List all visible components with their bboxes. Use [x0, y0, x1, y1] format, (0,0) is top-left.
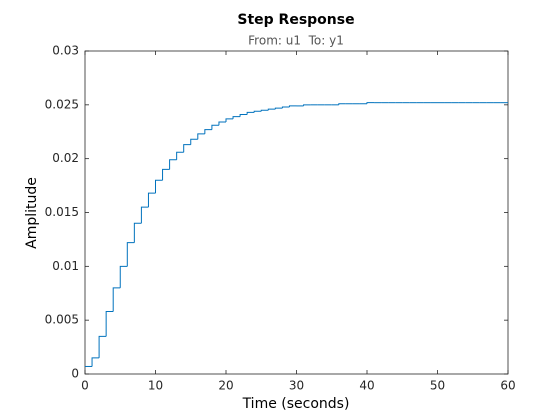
step — [274, 107, 283, 110]
step — [155, 179, 163, 194]
step — [303, 104, 311, 106]
y-tick-label: 0.01 — [52, 259, 79, 273]
step — [267, 108, 276, 111]
x-tick-label: 60 — [500, 379, 515, 393]
y-tick-label: 0.025 — [45, 97, 79, 111]
step — [119, 265, 128, 288]
step — [112, 287, 121, 312]
step — [288, 105, 297, 107]
step — [126, 242, 135, 267]
step — [281, 106, 290, 109]
step — [190, 138, 198, 145]
x-tick-label: 10 — [148, 379, 163, 393]
step — [176, 151, 184, 160]
step — [225, 118, 234, 123]
step — [204, 129, 212, 134]
step — [98, 335, 107, 358]
step — [366, 102, 375, 104]
step — [197, 133, 205, 140]
step — [147, 192, 156, 208]
axes-box — [84, 50, 509, 375]
x-tick-label: 50 — [430, 379, 445, 393]
chart-subtitle: From: u1 To: y1 — [248, 34, 344, 48]
step — [232, 116, 241, 119]
y-tick-label: 0.03 — [52, 44, 79, 58]
step — [239, 114, 248, 117]
step — [140, 206, 149, 224]
x-tick-label: 30 — [289, 379, 304, 393]
y-tick-label: 0.015 — [45, 205, 79, 219]
y-tick-label: 0 — [71, 367, 79, 381]
step — [183, 144, 191, 153]
step — [211, 124, 219, 130]
chart-title: Step Response — [237, 12, 354, 28]
y-tick-label: 0.005 — [45, 313, 79, 327]
x-tick-label: 20 — [218, 379, 233, 393]
step — [338, 103, 346, 105]
step — [246, 111, 255, 115]
step — [253, 110, 262, 113]
step — [260, 109, 269, 112]
step — [133, 222, 142, 243]
y-axis-label: Amplitude — [24, 177, 40, 249]
step — [105, 311, 114, 337]
step — [169, 159, 177, 170]
x-tick-label: 40 — [359, 379, 374, 393]
x-axis-label: Time (seconds) — [242, 396, 350, 412]
x-tick-label: 0 — [81, 379, 89, 393]
y-tick-label: 0.02 — [52, 151, 79, 165]
step — [218, 121, 226, 126]
step — [91, 357, 100, 367]
step — [162, 168, 170, 181]
